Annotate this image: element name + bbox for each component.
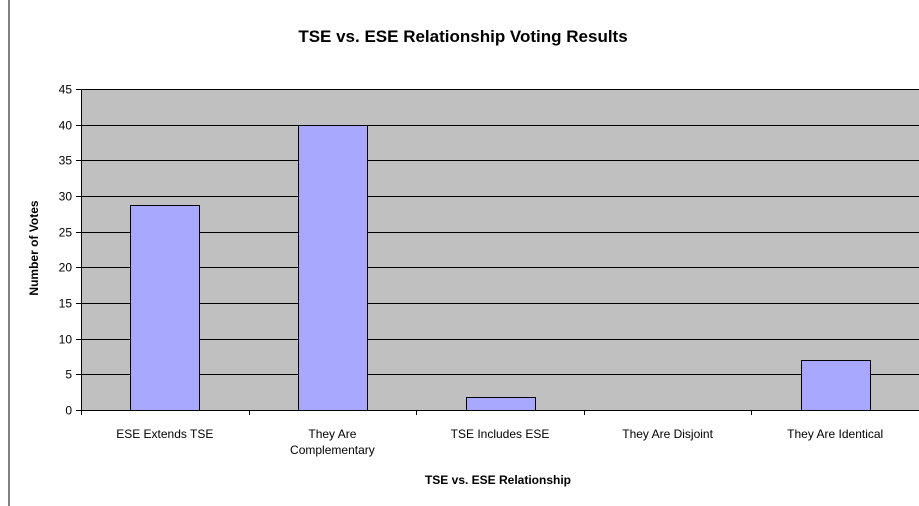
bar-2 — [466, 397, 536, 411]
y-tick-label-25: 25 — [59, 226, 73, 240]
y-tick-label-15: 15 — [59, 297, 73, 311]
x-category-labels: ESE Extends TSE They Are Complementary TSE … — [116, 427, 883, 457]
x-category-label-0: ESE Extends TSE — [116, 427, 213, 441]
chart-title: TSE vs. ESE Relationship Voting Results — [298, 27, 627, 46]
y-tick-label-10: 10 — [59, 333, 73, 347]
y-tick-label-40: 40 — [59, 119, 73, 133]
y-tick-label-0: 0 — [65, 404, 72, 418]
y-tick-label-30: 30 — [59, 190, 73, 204]
bar-4 — [801, 360, 871, 411]
y-axis-title: Number of Votes — [27, 200, 41, 295]
x-category-label-2: TSE Includes ESE — [451, 427, 550, 441]
plot-background — [81, 89, 919, 410]
x-category-label-4: They Are Identical — [787, 427, 883, 441]
gridlines — [81, 89, 919, 375]
x-category-label-1: They Are Complementary — [290, 427, 375, 457]
bar-0 — [130, 205, 200, 411]
y-tick-label-35: 35 — [59, 154, 73, 168]
x-category-label-3: They Are Disjoint — [622, 427, 713, 441]
y-tick-label-45: 45 — [59, 83, 73, 97]
y-tick-label-20: 20 — [59, 261, 73, 275]
axes — [76, 89, 919, 415]
y-tick-labels: 0 5 10 15 20 25 30 35 40 45 — [59, 83, 73, 418]
x-axis-title: TSE vs. ESE Relationship — [425, 473, 571, 487]
bar-1 — [298, 125, 368, 411]
plot-area — [81, 89, 919, 410]
bars — [130, 125, 871, 411]
y-tick-label-5: 5 — [65, 368, 72, 382]
